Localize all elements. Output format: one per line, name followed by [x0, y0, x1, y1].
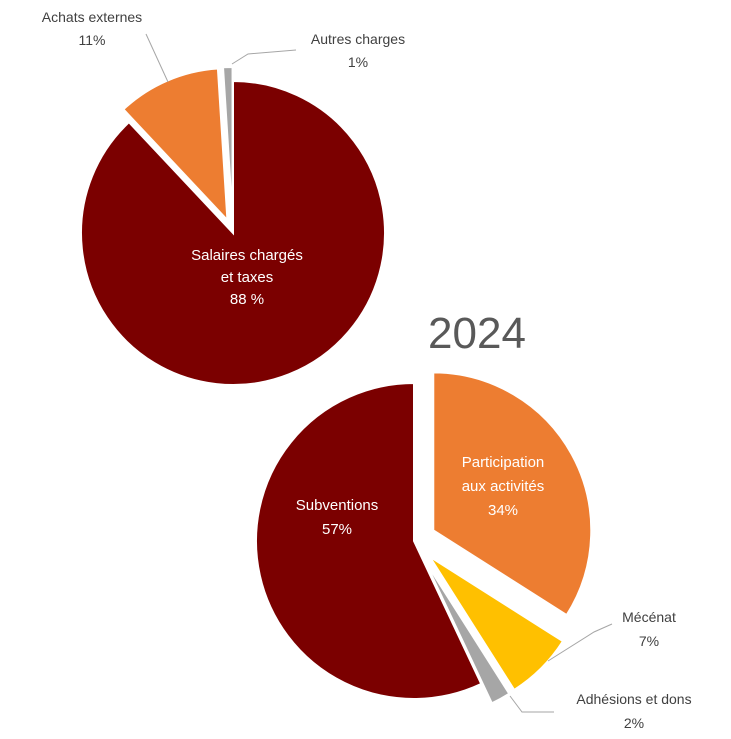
pie-slice-subventions: [255, 381, 483, 700]
pie-slice-mecenat: [428, 555, 565, 692]
data-label-mecenat: Mécénat 7%: [622, 609, 676, 649]
data-label-subventions: Subventions 57%: [296, 497, 379, 538]
pie-chart-expenses: Salaires chargés et taxes 88 % Achats exter…: [42, 9, 405, 386]
data-label-adhesions-et-dons: Adhésions et dons 2%: [576, 691, 691, 731]
chart-2024-title: 2024: [428, 309, 526, 358]
data-label-achats-externes: Achats externes 11%: [42, 9, 142, 48]
data-label-salaires-charges: Salaires chargés et taxes 88 %: [191, 247, 303, 308]
leader-line-achats-externes: [145, 33, 169, 83]
data-label-participation: Participation aux activités 34%: [462, 454, 545, 519]
pie-chart-2024-income: Participation aux activités 34% Mécénat 7% Ad…: [255, 371, 692, 731]
pie-slice-participation: [432, 371, 593, 617]
leader-line-autres-charges: [231, 49, 297, 65]
pie-slice-salaires-charges: [80, 79, 386, 386]
leader-line-mecenat: [547, 623, 613, 662]
pie-slice-adhesions-et-dons: [423, 559, 511, 705]
data-label-autres-charges: Autres charges 1%: [311, 31, 405, 70]
leader-line-adhesions-et-dons: [509, 695, 554, 713]
pie-slice-autres-charges: [221, 66, 234, 220]
